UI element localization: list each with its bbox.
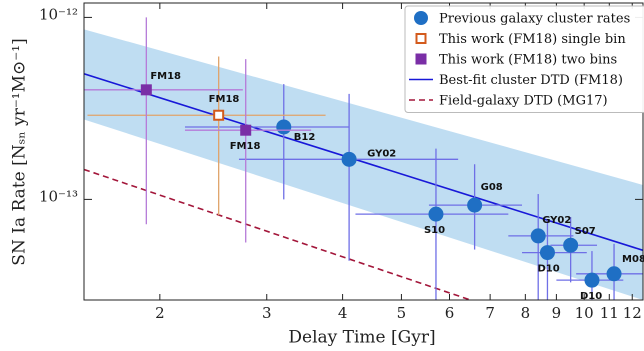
field-line: [84, 168, 474, 300]
y-axis-label: SN Ia Rate [Nₛₙ yr⁻¹M⊙⁻¹]: [10, 38, 30, 265]
legend-marker: [415, 33, 427, 44]
point-label: M08: [622, 254, 644, 265]
x-tick-label: 2: [155, 304, 165, 322]
x-tick-label: 7: [485, 304, 495, 322]
legend-marker: [414, 11, 428, 25]
point: [530, 228, 546, 244]
point: [428, 206, 444, 222]
point-label: FM18: [209, 94, 240, 105]
legend-label: This work (FM18) two bins: [439, 53, 617, 68]
x-tick-label: 10: [575, 304, 594, 322]
x-axis-label: Delay Time [Gyr]: [288, 328, 435, 348]
point: [539, 245, 555, 261]
x-tick-label: 6: [445, 304, 455, 322]
point-label: D10: [580, 291, 602, 302]
point: [213, 109, 225, 121]
x-tick-label: 3: [262, 304, 272, 322]
x-tick-label: 5: [397, 304, 407, 322]
legend-label: This work (FM18) single bin: [439, 32, 626, 47]
x-tick-label: 8: [521, 304, 531, 322]
legend-marker: [415, 53, 427, 65]
ticks: 2 3 4 5 6 7 8 9 10 11 12 10⁻¹² 10⁻¹³: [39, 3, 643, 322]
x-tick-label: 12: [623, 304, 642, 322]
x-tick-label: 4: [338, 304, 348, 322]
y-tick-label: 10⁻¹²: [39, 5, 78, 23]
point: [240, 124, 252, 136]
confidence-band: [84, 29, 643, 300]
legend-label: Field-galaxy DTD (MG17): [439, 94, 608, 109]
point: [140, 84, 152, 96]
legend-label: Previous galaxy cluster rates: [439, 12, 630, 27]
point-label: S07: [575, 226, 596, 237]
point: [606, 266, 622, 282]
point: [341, 151, 357, 167]
plot-area: B12 GY02 S10 G08 GY02 D10 S07 D10 M08 FM18 FM18 FM1…: [84, 17, 644, 302]
point-label: S10: [424, 225, 445, 236]
point: [276, 119, 292, 135]
point-label: FM18: [150, 71, 181, 82]
point-label: B12: [294, 132, 316, 143]
axes-frame: [83, 2, 644, 301]
point: [563, 237, 579, 253]
point-label: D10: [537, 264, 559, 275]
point: [584, 272, 600, 288]
point-label: GY02: [367, 148, 396, 159]
x-tick-label: 9: [552, 304, 562, 322]
x-tick-label: 11: [600, 304, 619, 322]
fit-line: [84, 73, 644, 252]
point-label: G08: [481, 182, 503, 193]
legend-label: Best-fit cluster DTD (FM18): [439, 73, 623, 88]
point: [467, 197, 483, 213]
point-label: FM18: [230, 141, 261, 152]
y-tick-label: 10⁻¹³: [39, 187, 78, 205]
legend-box: [404, 5, 644, 113]
legend: Previous galaxy cluster rates This work (…: [404, 5, 644, 113]
point-label: GY02: [542, 215, 571, 226]
